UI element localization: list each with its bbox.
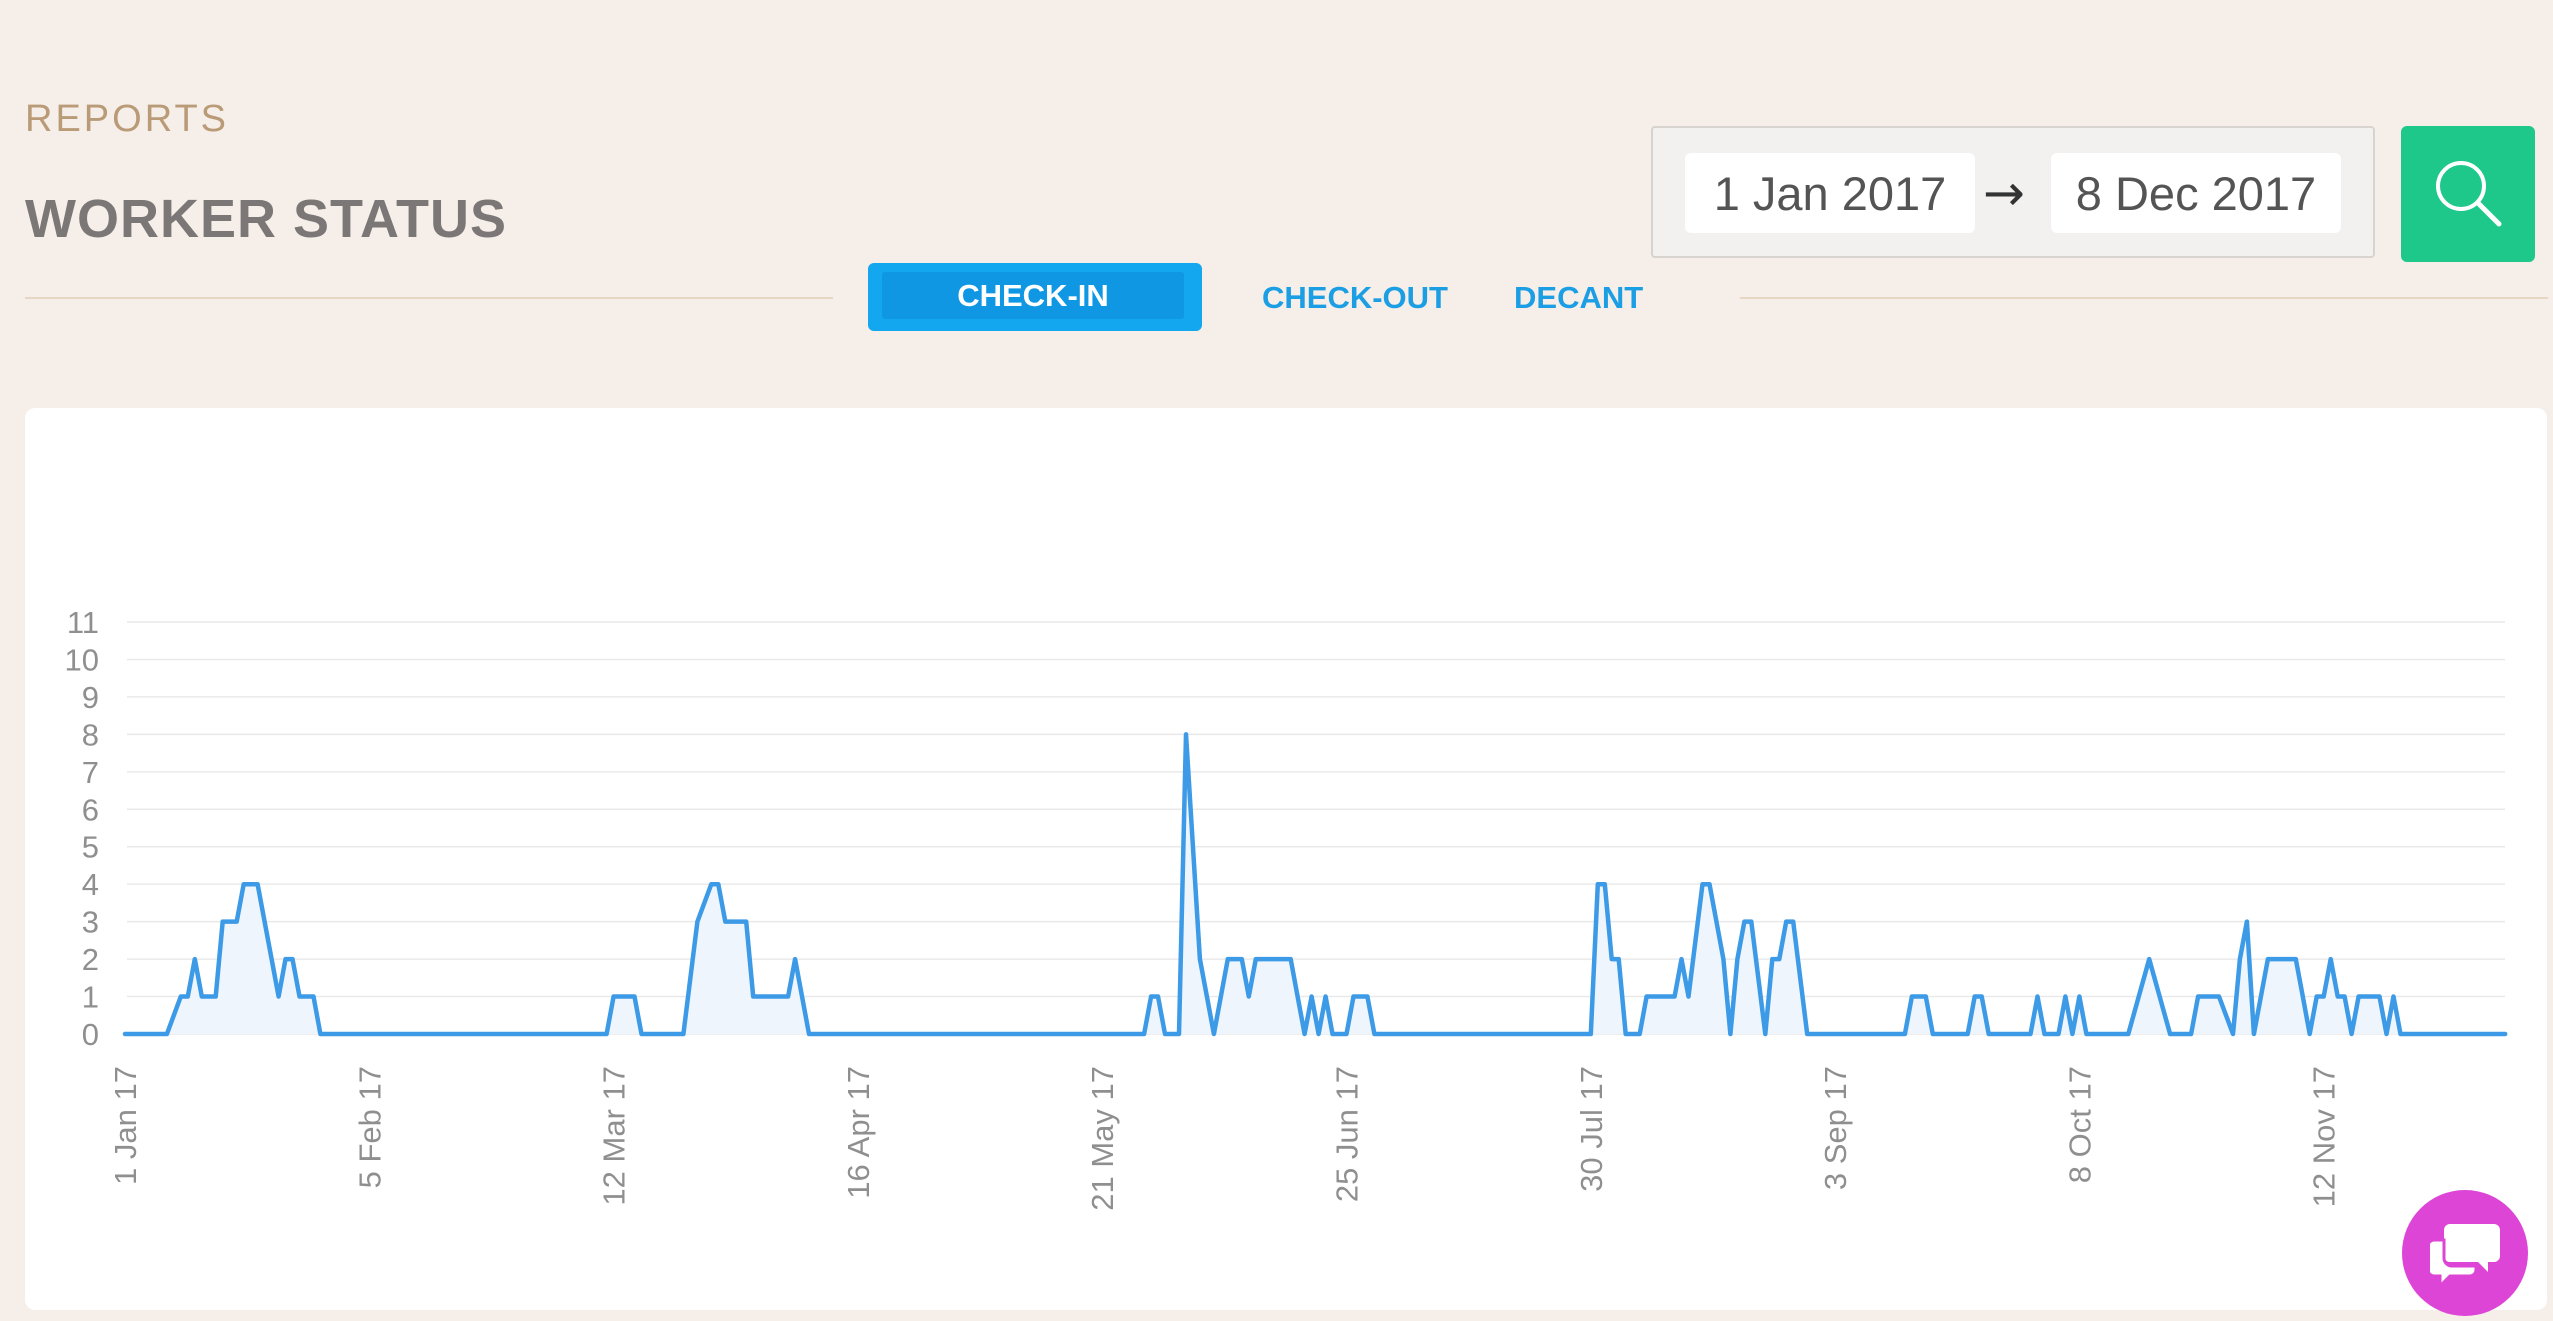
y-tick-label: 6 xyxy=(82,792,99,827)
y-tick-label: 1 xyxy=(82,980,99,1015)
y-tick-label: 7 xyxy=(82,755,99,790)
date-range-picker: 1 Jan 2017 → 8 Dec 2017 xyxy=(1651,126,2375,258)
x-tick-label: 30 Jul 17 xyxy=(1574,1066,1609,1192)
range-arrow: → xyxy=(1983,164,2025,222)
tab-check-in[interactable]: CHECK-IN xyxy=(868,263,1202,331)
x-tick-label: 12 Nov 17 xyxy=(2307,1066,2342,1207)
x-tick-label: 12 Mar 17 xyxy=(597,1066,632,1206)
page-title: WORKER STATUS xyxy=(25,189,507,249)
y-tick-label: 5 xyxy=(82,830,99,865)
x-tick-label: 25 Jun 17 xyxy=(1330,1066,1365,1202)
y-tick-label: 4 xyxy=(82,867,99,902)
chat-button[interactable] xyxy=(2402,1190,2528,1316)
y-tick-label: 3 xyxy=(82,905,99,940)
divider-left xyxy=(25,297,833,299)
search-icon xyxy=(2436,161,2502,227)
x-tick-label: 5 Feb 17 xyxy=(352,1066,387,1188)
y-tick-label: 8 xyxy=(82,717,99,752)
x-tick-label: 21 May 17 xyxy=(1085,1066,1120,1211)
x-tick-label: 3 Sep 17 xyxy=(1818,1066,1853,1190)
series-line xyxy=(122,732,2508,1037)
section-eyebrow: REPORTS xyxy=(25,98,230,140)
end-date-field[interactable]: 8 Dec 2017 xyxy=(2051,153,2341,233)
y-tick-label: 0 xyxy=(82,1017,99,1052)
tab-check-in-label: CHECK-IN xyxy=(882,272,1184,319)
search-button[interactable] xyxy=(2401,126,2535,262)
start-date-field[interactable]: 1 Jan 2017 xyxy=(1685,153,1975,233)
y-tick-label: 10 xyxy=(65,642,99,677)
tab-decant[interactable]: DECANT xyxy=(1514,280,1644,315)
divider-right xyxy=(1740,297,2548,299)
series-area xyxy=(125,734,2506,1034)
y-tick-label: 11 xyxy=(67,605,99,640)
x-tick-label: 16 Apr 17 xyxy=(841,1066,876,1199)
chat-bubbles-icon xyxy=(2430,1224,2500,1286)
y-tick-label: 9 xyxy=(82,680,99,715)
x-tick-label: 8 Oct 17 xyxy=(2062,1066,2097,1183)
y-tick-label: 2 xyxy=(82,942,99,977)
chart-card: 0 1 2 3 4 5 6 7 8 9 10 11 1 Jan 17 5 Feb 17 12 Mar 17 1… xyxy=(25,408,2547,1310)
tab-check-out[interactable]: CHECK-OUT xyxy=(1262,280,1448,315)
x-tick-label: 1 Jan 17 xyxy=(108,1066,143,1185)
